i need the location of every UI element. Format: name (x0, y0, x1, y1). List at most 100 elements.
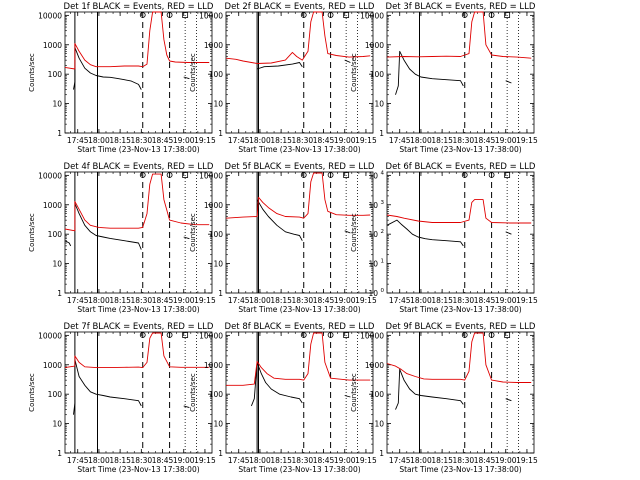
panel-title: Det 1f BLACK = Events, RED = LLD (64, 2, 214, 12)
marker-square (504, 332, 511, 338)
marker-circle (461, 12, 468, 18)
series-lld-line (64, 173, 210, 232)
x-tick-label: 18:45 (313, 456, 335, 465)
x-tick-label: 18:15 (270, 456, 292, 465)
x-tick-label: 17:45 (228, 136, 250, 145)
panel-title: Det 5f BLACK = Events, RED = LLD (225, 162, 375, 172)
marker-square (343, 332, 350, 338)
series-events-line (344, 230, 351, 234)
marker-square (343, 12, 350, 18)
series-lld-line (386, 199, 532, 224)
panel-title: Det 3f BLACK = Events, RED = LLD (386, 2, 536, 12)
x-tick-label: 19:00 (173, 456, 195, 465)
x-tick-label: 19:00 (173, 296, 195, 305)
y-tick-label: 10 (368, 201, 378, 210)
marker-circle (461, 172, 468, 178)
y-axis-label: Counts/sec (28, 373, 36, 412)
series-events-line (64, 240, 72, 247)
x-tick-label: 18:45 (474, 136, 496, 145)
x-axis-label: Start Time (23-Nov-13 17:38:00) (399, 465, 521, 474)
series-events-line (395, 50, 464, 95)
x-tick-label: 18:30 (453, 136, 475, 145)
x-tick-label: 17:45 (67, 456, 89, 465)
marker-square (504, 12, 511, 18)
plot-frame (64, 171, 213, 294)
x-tick-label: 18:45 (474, 296, 496, 305)
x-tick-label: 18:30 (292, 136, 314, 145)
y-tick-label: 1000 (204, 41, 223, 50)
y-tick-exponent: 3 (381, 200, 385, 206)
x-tick-label: 18:15 (431, 136, 453, 145)
marker-circle (327, 332, 334, 338)
x-axis-label: Start Time (23-Nov-13 17:38:00) (77, 145, 199, 154)
x-tick-label: 18:45 (152, 456, 174, 465)
x-tick-label: 18:00 (410, 296, 432, 305)
x-tick-label: 18:30 (131, 136, 153, 145)
marker-square (343, 172, 350, 178)
y-tick-label: 10 (213, 420, 223, 429)
y-tick-exponent: 2 (381, 229, 385, 235)
y-tick-label: 10000 (199, 331, 223, 340)
x-tick-label: 18:00 (249, 456, 271, 465)
y-tick-label: 1 (218, 129, 223, 138)
x-tick-label: 19:15 (355, 136, 377, 145)
y-tick-exponent: 0 (381, 288, 385, 294)
y-tick-label: 1 (379, 129, 384, 138)
series-events-line (183, 405, 190, 409)
panel-title: Det 9f BLACK = Events, RED = LLD (386, 322, 536, 332)
x-tick-label: 18:30 (131, 456, 153, 465)
series-events-line (256, 62, 303, 70)
y-tick-label: 100 (48, 70, 63, 79)
x-tick-label: 18:45 (152, 296, 174, 305)
x-tick-label: 19:00 (495, 296, 517, 305)
y-tick-label: 1000 (365, 41, 384, 50)
panel-det-2: Det 2f BLACK = Events, RED = LLD 1 10 100 10… (189, 2, 377, 154)
x-tick-label: 18:15 (431, 456, 453, 465)
x-tick-label: 19:15 (355, 296, 377, 305)
marker-circle (488, 332, 495, 338)
x-tick-label: 18:30 (292, 296, 314, 305)
panel-det-7: Det 7f BLACK = Events, RED = LLD 1 10 100 10… (28, 322, 216, 474)
x-tick-label: 17:45 (389, 136, 411, 145)
marker-circle (327, 172, 334, 178)
x-tick-label: 18:30 (453, 296, 475, 305)
x-tick-label: 19:15 (194, 136, 216, 145)
series-events-line (344, 395, 351, 398)
y-axis-label: Counts/sec (28, 53, 36, 92)
y-tick-label: 10 (52, 100, 62, 109)
x-tick-label: 18:00 (410, 456, 432, 465)
marker-circle (139, 332, 146, 338)
y-tick-label: 10 (52, 420, 62, 429)
panel-title: Det 8f BLACK = Events, RED = LLD (225, 322, 375, 332)
series-events-line (344, 59, 351, 63)
x-tick-label: 17:45 (389, 456, 411, 465)
y-tick-label: 1000 (43, 361, 62, 370)
y-tick-exponent: 1 (381, 259, 385, 265)
y-tick-label: 100 (209, 390, 224, 399)
series-events-line (74, 203, 142, 250)
x-tick-label: 18:00 (88, 296, 110, 305)
marker-square (182, 12, 189, 18)
series-events-line (256, 199, 303, 241)
y-tick-label: 100 (209, 70, 224, 79)
series-events-line (505, 398, 512, 402)
x-axis-label: Start Time (23-Nov-13 17:38:00) (238, 305, 360, 314)
x-axis-label: Start Time (23-Nov-13 17:38:00) (77, 465, 199, 474)
plot-frame (386, 331, 535, 454)
series-lld-line (64, 332, 210, 369)
y-axis-label: Counts/sec (350, 213, 358, 252)
x-tick-label: 18:00 (249, 296, 271, 305)
plot-frame (64, 331, 213, 454)
marker-circle (166, 12, 173, 18)
panel-det-3: Det 3f BLACK = Events, RED = LLD 1 10 100 10… (350, 2, 538, 154)
series-events-line (505, 231, 512, 235)
x-tick-label: 17:45 (67, 296, 89, 305)
y-tick-label: 1 (57, 289, 62, 298)
panel-det-9: Det 9f BLACK = Events, RED = LLD 1 10 100 10… (350, 322, 538, 474)
x-axis-label: Start Time (23-Nov-13 17:38:00) (399, 145, 521, 154)
y-tick-label: 100 (48, 230, 63, 239)
series-events-line (386, 219, 464, 247)
marker-circle (327, 12, 334, 18)
